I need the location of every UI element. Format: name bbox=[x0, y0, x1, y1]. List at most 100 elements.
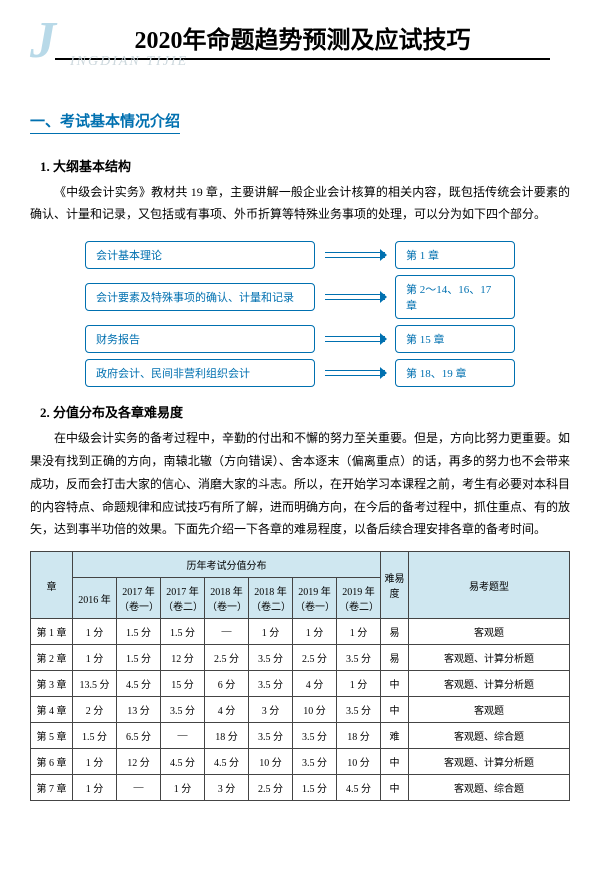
cell-chapter: 第 2 章 bbox=[31, 645, 73, 671]
cell-value: 3.5 分 bbox=[293, 749, 337, 775]
cell-type: 客观题、计算分析题 bbox=[409, 645, 570, 671]
arrow-icon bbox=[325, 370, 385, 376]
cell-difficulty: 中 bbox=[381, 775, 409, 801]
cell-value: 2 分 bbox=[73, 697, 117, 723]
cell-value: 3.5 分 bbox=[337, 697, 381, 723]
cell-value: 18 分 bbox=[205, 723, 249, 749]
col-type: 易考题型 bbox=[409, 552, 570, 619]
cell-value: 3.5 分 bbox=[249, 645, 293, 671]
arrow-icon bbox=[325, 294, 385, 300]
arrow-icon bbox=[325, 252, 385, 258]
cell-value: — bbox=[205, 619, 249, 645]
sub-heading-2: 2. 分值分布及各章难易度 bbox=[40, 402, 570, 421]
cell-value: 10 分 bbox=[293, 697, 337, 723]
cell-value: 1 分 bbox=[337, 671, 381, 697]
year-header: 2018 年（卷一） bbox=[205, 578, 249, 619]
cell-value: 2.5 分 bbox=[293, 645, 337, 671]
flow-left: 财务报告 bbox=[85, 325, 315, 353]
cell-value: 1 分 bbox=[73, 749, 117, 775]
year-header: 2019 年（卷二） bbox=[337, 578, 381, 619]
cell-difficulty: 易 bbox=[381, 645, 409, 671]
cell-value: 4 分 bbox=[205, 697, 249, 723]
cell-value: — bbox=[117, 775, 161, 801]
year-header: 2019 年（卷一） bbox=[293, 578, 337, 619]
col-group: 历年考试分值分布 bbox=[73, 552, 381, 578]
cell-value: 3.5 分 bbox=[293, 723, 337, 749]
flow-right: 第 18、19 章 bbox=[395, 359, 515, 387]
cell-value: 1 分 bbox=[337, 619, 381, 645]
table-row: 第 2 章1 分1.5 分12 分2.5 分3.5 分2.5 分3.5 分易客观… bbox=[31, 645, 570, 671]
arrow-icon bbox=[325, 336, 385, 342]
flow-right: 第 1 章 bbox=[395, 241, 515, 269]
cell-value: 12 分 bbox=[161, 645, 205, 671]
table-row: 第 1 章1 分1.5 分1.5 分—1 分1 分1 分易客观题 bbox=[31, 619, 570, 645]
cell-value: 12 分 bbox=[117, 749, 161, 775]
flow-right: 第 15 章 bbox=[395, 325, 515, 353]
sub-heading-1: 1. 大纲基本结构 bbox=[40, 156, 570, 175]
cell-value: 4.5 分 bbox=[205, 749, 249, 775]
flow-left: 会计要素及特殊事项的确认、计量和记录 bbox=[85, 283, 315, 311]
cell-chapter: 第 1 章 bbox=[31, 619, 73, 645]
cell-value: 10 分 bbox=[337, 749, 381, 775]
cell-value: 4.5 分 bbox=[337, 775, 381, 801]
cell-value: 3.5 分 bbox=[249, 671, 293, 697]
flow-row: 会计要素及特殊事项的确认、计量和记录 第 2～14、16、17 章 bbox=[85, 275, 515, 319]
cell-chapter: 第 4 章 bbox=[31, 697, 73, 723]
cell-value: 2.5 分 bbox=[205, 645, 249, 671]
cell-difficulty: 难 bbox=[381, 723, 409, 749]
cell-value: 4 分 bbox=[293, 671, 337, 697]
cell-value: 6.5 分 bbox=[117, 723, 161, 749]
cell-value: 2.5 分 bbox=[249, 775, 293, 801]
flow-left: 政府会计、民间非营利组织会计 bbox=[85, 359, 315, 387]
cell-difficulty: 中 bbox=[381, 749, 409, 775]
year-header: 2016 年 bbox=[73, 578, 117, 619]
cell-value: 1 分 bbox=[161, 775, 205, 801]
cell-value: 4.5 分 bbox=[161, 749, 205, 775]
table-row: 第 6 章1 分12 分4.5 分4.5 分10 分3.5 分10 分中客观题、… bbox=[31, 749, 570, 775]
col-chapter: 章 bbox=[31, 552, 73, 619]
paragraph-1: 《中级会计实务》教材共 19 章，主要讲解一般企业会计核算的相关内容，既包括传统… bbox=[30, 181, 570, 227]
structure-flow: 会计基本理论 第 1 章 会计要素及特殊事项的确认、计量和记录 第 2～14、1… bbox=[85, 241, 515, 387]
cell-value: 1.5 分 bbox=[117, 645, 161, 671]
col-difficulty: 难易度 bbox=[381, 552, 409, 619]
cell-value: 10 分 bbox=[249, 749, 293, 775]
cell-chapter: 第 7 章 bbox=[31, 775, 73, 801]
cell-chapter: 第 6 章 bbox=[31, 749, 73, 775]
section-title: 一、考试基本情况介绍 bbox=[30, 110, 180, 134]
cell-chapter: 第 3 章 bbox=[31, 671, 73, 697]
cell-value: 1 分 bbox=[73, 775, 117, 801]
flow-row: 财务报告 第 15 章 bbox=[85, 325, 515, 353]
flow-row: 会计基本理论 第 1 章 bbox=[85, 241, 515, 269]
cell-value: 1.5 分 bbox=[161, 619, 205, 645]
cell-value: 3.5 分 bbox=[249, 723, 293, 749]
cell-value: 15 分 bbox=[161, 671, 205, 697]
cell-value: 6 分 bbox=[205, 671, 249, 697]
flow-left: 会计基本理论 bbox=[85, 241, 315, 269]
year-header: 2017 年（卷二） bbox=[161, 578, 205, 619]
table-row: 第 4 章2 分13 分3.5 分4 分3 分10 分3.5 分中客观题 bbox=[31, 697, 570, 723]
paragraph-2: 在中级会计实务的备考过程中，辛勤的付出和不懈的努力至关重要。但是，方向比努力更重… bbox=[30, 427, 570, 541]
cell-value: 13 分 bbox=[117, 697, 161, 723]
year-header: 2017 年（卷一） bbox=[117, 578, 161, 619]
cell-type: 客观题、计算分析题 bbox=[409, 749, 570, 775]
cell-value: 13.5 分 bbox=[73, 671, 117, 697]
cell-value: 3.5 分 bbox=[337, 645, 381, 671]
cell-value: 1 分 bbox=[293, 619, 337, 645]
flow-row: 政府会计、民间非营利组织会计 第 18、19 章 bbox=[85, 359, 515, 387]
cell-value: 1 分 bbox=[73, 645, 117, 671]
flow-right: 第 2～14、16、17 章 bbox=[395, 275, 515, 319]
score-table: 章 历年考试分值分布 难易度 易考题型 2016 年 2017 年（卷一） 20… bbox=[30, 551, 570, 801]
cell-value: 3.5 分 bbox=[161, 697, 205, 723]
cell-value: 1 分 bbox=[73, 619, 117, 645]
cell-value: 3 分 bbox=[249, 697, 293, 723]
cell-difficulty: 易 bbox=[381, 619, 409, 645]
cell-value: 1.5 分 bbox=[117, 619, 161, 645]
cell-value: — bbox=[161, 723, 205, 749]
cell-value: 4.5 分 bbox=[117, 671, 161, 697]
table-row: 第 5 章1.5 分6.5 分—18 分3.5 分3.5 分18 分难客观题、综… bbox=[31, 723, 570, 749]
page-header: J 2020年命题趋势预测及应试技巧 INGDIAN TIJIE bbox=[30, 20, 570, 70]
cell-type: 客观题、综合题 bbox=[409, 775, 570, 801]
cell-type: 客观题、综合题 bbox=[409, 723, 570, 749]
cell-type: 客观题 bbox=[409, 619, 570, 645]
cell-value: 18 分 bbox=[337, 723, 381, 749]
